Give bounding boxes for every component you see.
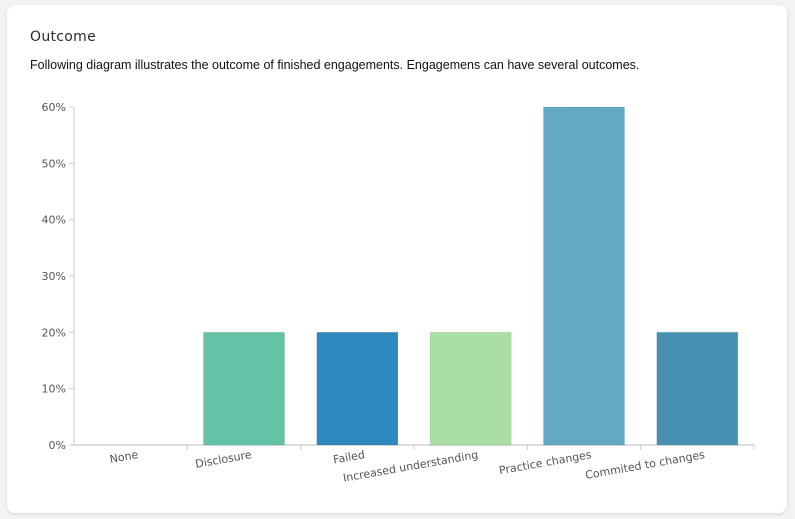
y-tick-label: 20% [42,326,66,339]
x-category-label: Practice changes [498,448,593,477]
y-tick-label: 40% [42,214,66,227]
bar [656,332,739,446]
x-category-label: Commited to changes [584,448,706,482]
y-tick-label: 50% [42,157,66,170]
y-tick-label: 10% [42,383,66,396]
x-category-label: Disclosure [194,448,252,471]
y-tick-label: 0% [49,439,66,452]
bar [316,332,399,446]
card-title: Outcome [30,29,96,45]
card-subtitle: Following diagram illustrates the outcom… [30,58,640,72]
bar [543,106,625,446]
y-tick-label: 60% [42,101,66,114]
bar [429,332,512,446]
x-category-label: None [109,448,140,466]
y-tick-label: 30% [42,270,66,283]
bar [203,332,285,446]
x-category-label: Failed [332,448,366,466]
